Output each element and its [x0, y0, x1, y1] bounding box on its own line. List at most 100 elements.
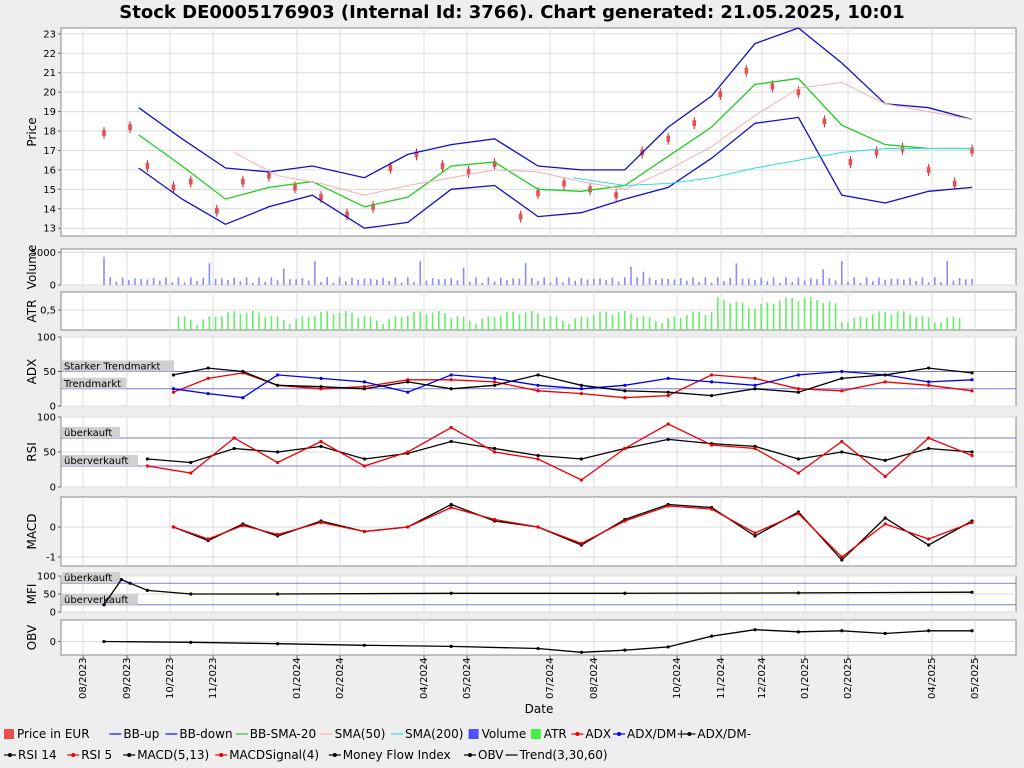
- data-point: [796, 373, 801, 377]
- legend-item: Price in EUR: [4, 727, 90, 741]
- atr-bar: [382, 324, 384, 330]
- data-point: [883, 522, 887, 526]
- legend-label: Money Flow Index: [343, 748, 451, 762]
- volume-bar: [190, 277, 192, 285]
- volume-bar: [314, 261, 316, 285]
- legend-label: MACDSignal(4): [229, 748, 319, 762]
- atr-bar: [202, 319, 204, 330]
- data-point: [796, 511, 801, 516]
- atr-bar: [524, 312, 527, 330]
- y-tick-label: 23: [43, 29, 56, 40]
- price-candle: [874, 149, 879, 156]
- atr-bar: [661, 323, 663, 330]
- atr-bar: [487, 316, 490, 330]
- volume-bar: [927, 282, 930, 285]
- price-candle: [319, 194, 323, 201]
- legend-label: RSI 5: [81, 748, 112, 762]
- volume-bar: [760, 277, 762, 285]
- data-point: [319, 385, 323, 389]
- x-tick-label: 05/2025: [970, 657, 981, 699]
- atr-bar: [624, 311, 626, 330]
- atr-bar: [803, 297, 806, 330]
- legend-label: ADX/DM-: [697, 727, 751, 741]
- price-candle: [666, 135, 670, 142]
- volume-bar: [692, 277, 694, 285]
- atr-bar: [456, 315, 459, 330]
- legend-item: Money Flow Index: [328, 748, 451, 762]
- data-point: [753, 534, 757, 538]
- data-point: [579, 383, 584, 387]
- atr-bar: [462, 316, 465, 330]
- legend-label: SMA(50): [335, 727, 386, 741]
- x-axis: 08/2023 09/2023 10/2023 11/2023 01/2024 02/20…: [78, 655, 981, 699]
- volume-bar: [543, 277, 545, 285]
- volume-bar: [853, 277, 855, 285]
- atr-bar: [239, 313, 242, 330]
- data-point: [927, 366, 931, 370]
- y-tick-label: 0: [50, 402, 56, 413]
- legend-label: ATR: [544, 727, 567, 741]
- volume-bar: [413, 281, 415, 285]
- x-tick-label: 05/2024: [462, 657, 473, 699]
- volume-bar: [320, 281, 322, 285]
- y-axis-label-price: Price: [25, 117, 39, 146]
- atr-bar: [927, 317, 930, 330]
- threshold-label: Starker Trendmarkt: [64, 362, 161, 373]
- x-tick-label: 08/2023: [78, 657, 89, 699]
- atr-bar: [264, 317, 266, 330]
- atr-bar: [314, 316, 316, 330]
- data-point: [536, 383, 540, 387]
- atr-bar: [233, 311, 235, 330]
- data-point: [970, 590, 974, 594]
- series-rsi-5: [147, 423, 973, 481]
- volume-bar: [605, 280, 607, 285]
- volume-bar: [748, 278, 750, 285]
- volume-bar: [177, 277, 180, 285]
- volume-bar: [438, 279, 440, 285]
- data-point: [927, 537, 931, 541]
- atr-bar: [270, 316, 273, 330]
- data-point: [840, 389, 844, 393]
- y-axis-label-rsi: RSI: [25, 442, 39, 462]
- volume-bar: [289, 279, 291, 285]
- data-point: [232, 446, 236, 451]
- atr-bar: [853, 317, 855, 330]
- data-point: [796, 457, 801, 461]
- atr-bar: [196, 324, 198, 330]
- atr-bar: [605, 311, 607, 330]
- atr-bar: [537, 313, 539, 330]
- data-point: [362, 464, 366, 468]
- volume-bar: [555, 277, 558, 285]
- volume-bar: [865, 277, 868, 285]
- legend-label: SMA(200): [405, 727, 463, 741]
- price-candle: [518, 213, 523, 220]
- data-point: [102, 603, 106, 607]
- atr-bar: [735, 301, 738, 330]
- data-point: [171, 387, 176, 391]
- volume-bar: [171, 282, 173, 285]
- volume-bar: [754, 279, 756, 285]
- threshold-label-bg: [62, 593, 138, 605]
- volume-bar: [301, 278, 304, 285]
- legend-label: RSI 14: [18, 748, 57, 762]
- atr-bar: [574, 318, 576, 330]
- data-point: [579, 650, 584, 654]
- data-point: [362, 380, 366, 384]
- legend-item: MACD(5,13): [123, 748, 209, 762]
- atr-bar: [214, 316, 217, 330]
- atr-bar: [475, 323, 477, 330]
- volume-bar: [462, 267, 465, 285]
- volume-bar: [624, 277, 626, 285]
- volume-bar: [779, 282, 781, 285]
- data-point: [536, 457, 540, 461]
- data-point: [449, 373, 453, 377]
- atr-bar: [921, 315, 924, 330]
- legend-swatch: [4, 729, 14, 739]
- volume-bar: [363, 278, 366, 285]
- volume-bar: [946, 261, 948, 285]
- price-candle: [796, 89, 801, 96]
- volume-bar: [512, 278, 514, 285]
- atr-bar: [599, 311, 601, 330]
- data-point: [171, 390, 176, 394]
- atr-bar: [611, 314, 614, 330]
